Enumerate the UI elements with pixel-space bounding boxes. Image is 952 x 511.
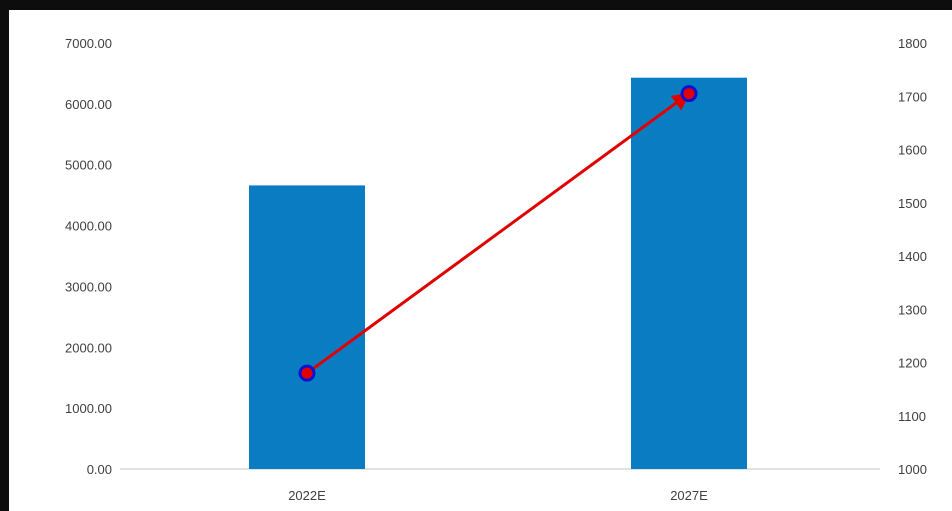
line-point-2027E (680, 85, 698, 103)
category-labels: 2022E 2027E (288, 488, 708, 503)
left-tick-label: 0.00 (87, 462, 112, 477)
category-label: 2022E (288, 488, 326, 503)
right-tick-label: 1400 (898, 249, 927, 264)
category-label: 2027E (670, 488, 708, 503)
right-tick-label: 1500 (898, 196, 927, 211)
right-tick-label: 1800 (898, 36, 927, 51)
trend-arrow-line (306, 92, 691, 375)
right-axis: 1000 1100 1200 1300 1400 1500 1600 1700 1800 (898, 36, 927, 477)
line-series (298, 85, 698, 382)
left-axis: 0.00 1000.00 2000.00 3000.00 4000.00 5000.00 6… (65, 36, 112, 477)
right-tick-label: 1600 (898, 143, 927, 158)
left-tick-label: 4000.00 (65, 219, 112, 234)
left-tick-label: 3000.00 (65, 279, 112, 294)
left-tick-label: 1000.00 (65, 401, 112, 416)
right-tick-label: 1200 (898, 356, 927, 371)
bar-2027E (631, 77, 747, 469)
right-tick-label: 1700 (898, 89, 927, 104)
right-tick-label: 1300 (898, 302, 927, 317)
bar-2022E (249, 185, 365, 470)
right-tick-label: 1100 (898, 409, 926, 424)
line-point-2022E (298, 364, 316, 382)
right-tick-label: 1000 (898, 462, 927, 477)
left-tick-label: 5000.00 (65, 158, 112, 173)
left-tick-label: 6000.00 (65, 97, 112, 112)
left-tick-label: 7000.00 (65, 36, 112, 51)
left-tick-label: 2000.00 (65, 340, 112, 355)
bar-series (249, 77, 747, 470)
